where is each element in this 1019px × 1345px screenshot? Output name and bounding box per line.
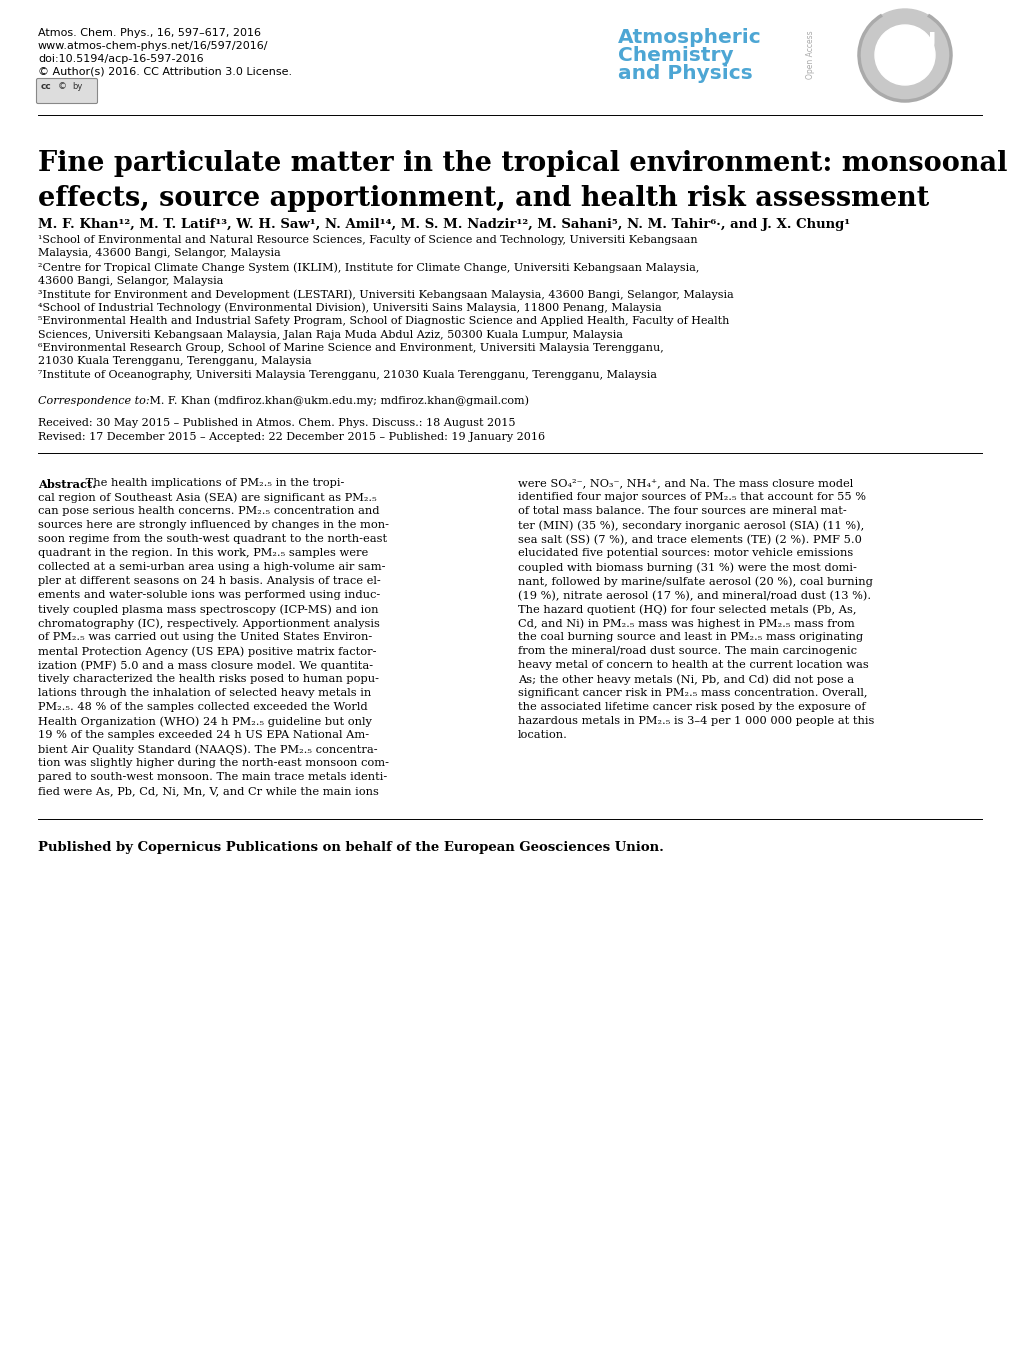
Text: location.: location. <box>518 730 568 741</box>
Text: Atmospheric: Atmospheric <box>618 28 761 47</box>
Text: ter (MIN) (35 %), secondary inorganic aerosol (SIA) (11 %),: ter (MIN) (35 %), secondary inorganic ae… <box>518 521 863 531</box>
Text: soon regime from the south-west quadrant to the north-east: soon regime from the south-west quadrant… <box>38 534 387 545</box>
Text: effects, source apportionment, and health risk assessment: effects, source apportionment, and healt… <box>38 186 928 213</box>
Text: hazardous metals in PM₂.₅ is 3–4 per 1 000 000 people at this: hazardous metals in PM₂.₅ is 3–4 per 1 0… <box>518 717 873 726</box>
Text: ⁵Environmental Health and Industrial Safety Program, School of Diagnostic Scienc: ⁵Environmental Health and Industrial Saf… <box>38 316 729 325</box>
Text: cal region of Southeast Asia (SEA) are significant as PM₂.₅: cal region of Southeast Asia (SEA) are s… <box>38 492 376 503</box>
Text: (19 %), nitrate aerosol (17 %), and mineral/road dust (13 %).: (19 %), nitrate aerosol (17 %), and mine… <box>518 590 870 601</box>
Text: Malaysia, 43600 Bangi, Selangor, Malaysia: Malaysia, 43600 Bangi, Selangor, Malaysi… <box>38 249 280 258</box>
Text: elucidated five potential sources: motor vehicle emissions: elucidated five potential sources: motor… <box>518 549 853 558</box>
Text: Chemistry: Chemistry <box>618 46 733 65</box>
Text: nant, followed by marine/sulfate aerosol (20 %), coal burning: nant, followed by marine/sulfate aerosol… <box>518 577 872 586</box>
Text: ization (PMF) 5.0 and a mass closure model. We quantita-: ization (PMF) 5.0 and a mass closure mod… <box>38 660 373 671</box>
Text: sea salt (SS) (7 %), and trace elements (TE) (2 %). PMF 5.0: sea salt (SS) (7 %), and trace elements … <box>518 534 861 545</box>
Text: Revised: 17 December 2015 – Accepted: 22 December 2015 – Published: 19 January 2: Revised: 17 December 2015 – Accepted: 22… <box>38 432 544 441</box>
Text: lations through the inhalation of selected heavy metals in: lations through the inhalation of select… <box>38 689 371 698</box>
Text: M. F. Khan (mdfiroz.khan@ukm.edu.my; mdfiroz.khan@gmail.com): M. F. Khan (mdfiroz.khan@ukm.edu.my; mdf… <box>146 395 529 406</box>
Text: Health Organization (WHO) 24 h PM₂.₅ guideline but only: Health Organization (WHO) 24 h PM₂.₅ gui… <box>38 717 372 728</box>
Text: The health implications of PM₂.₅ in the tropi-: The health implications of PM₂.₅ in the … <box>82 479 344 488</box>
Text: chromatography (IC), respectively. Apportionment analysis: chromatography (IC), respectively. Appor… <box>38 619 379 629</box>
Text: significant cancer risk in PM₂.₅ mass concentration. Overall,: significant cancer risk in PM₂.₅ mass co… <box>518 689 866 698</box>
Text: M. F. Khan¹², M. T. Latif¹³, W. H. Saw¹, N. Amil¹⁴, M. S. M. Nadzir¹², M. Sahani: M. F. Khan¹², M. T. Latif¹³, W. H. Saw¹,… <box>38 218 849 231</box>
Text: doi:10.5194/acp-16-597-2016: doi:10.5194/acp-16-597-2016 <box>38 54 204 65</box>
Text: ²Centre for Tropical Climate Change System (IKLIM), Institute for Climate Change: ²Centre for Tropical Climate Change Syst… <box>38 262 699 273</box>
Text: by: by <box>72 82 83 91</box>
Text: Published by Copernicus Publications on behalf of the European Geosciences Union: Published by Copernicus Publications on … <box>38 841 663 854</box>
Text: ©: © <box>58 82 67 91</box>
Text: EGU: EGU <box>882 31 936 55</box>
Text: identified four major sources of PM₂.₅ that account for 55 %: identified four major sources of PM₂.₅ t… <box>518 492 865 503</box>
Text: the associated lifetime cancer risk posed by the exposure of: the associated lifetime cancer risk pose… <box>518 702 865 713</box>
Text: 21030 Kuala Terengganu, Terengganu, Malaysia: 21030 Kuala Terengganu, Terengganu, Mala… <box>38 356 312 366</box>
Text: tion was slightly higher during the north-east monsoon com-: tion was slightly higher during the nort… <box>38 759 388 768</box>
FancyBboxPatch shape <box>37 78 98 104</box>
Text: tively coupled plasma mass spectroscopy (ICP-MS) and ion: tively coupled plasma mass spectroscopy … <box>38 604 378 615</box>
Text: the coal burning source and least in PM₂.₅ mass originating: the coal burning source and least in PM₂… <box>518 632 862 643</box>
Text: Fine particulate matter in the tropical environment: monsoonal: Fine particulate matter in the tropical … <box>38 151 1007 178</box>
Text: Open Access: Open Access <box>805 30 814 78</box>
Text: and Physics: and Physics <box>618 65 752 83</box>
Text: ⁷Institute of Oceanography, Universiti Malaysia Terengganu, 21030 Kuala Terengga: ⁷Institute of Oceanography, Universiti M… <box>38 370 656 381</box>
Text: Correspondence to:: Correspondence to: <box>38 395 150 405</box>
Text: ⁶Environmental Research Group, School of Marine Science and Environment, Univers: ⁶Environmental Research Group, School of… <box>38 343 663 352</box>
Text: Atmos. Chem. Phys., 16, 597–617, 2016: Atmos. Chem. Phys., 16, 597–617, 2016 <box>38 28 261 38</box>
Text: ¹School of Environmental and Natural Resource Sciences, Faculty of Science and T: ¹School of Environmental and Natural Res… <box>38 235 697 245</box>
Text: Sciences, Universiti Kebangsaan Malaysia, Jalan Raja Muda Abdul Aziz, 50300 Kual: Sciences, Universiti Kebangsaan Malaysia… <box>38 330 623 339</box>
Text: ements and water-soluble ions was performed using induc-: ements and water-soluble ions was perfor… <box>38 590 380 600</box>
Text: © Author(s) 2016. CC Attribution 3.0 License.: © Author(s) 2016. CC Attribution 3.0 Lic… <box>38 67 291 77</box>
Text: fied were As, Pb, Cd, Ni, Mn, V, and Cr while the main ions: fied were As, Pb, Cd, Ni, Mn, V, and Cr … <box>38 787 378 796</box>
Text: from the mineral/road dust source. The main carcinogenic: from the mineral/road dust source. The m… <box>518 647 856 656</box>
Text: were SO₄²⁻, NO₃⁻, NH₄⁺, and Na. The mass closure model: were SO₄²⁻, NO₃⁻, NH₄⁺, and Na. The mass… <box>518 479 853 488</box>
Text: of total mass balance. The four sources are mineral mat-: of total mass balance. The four sources … <box>518 507 846 516</box>
Text: pler at different seasons on 24 h basis. Analysis of trace el-: pler at different seasons on 24 h basis.… <box>38 577 380 586</box>
Text: ³Institute for Environment and Development (LESTARI), Universiti Kebangsaan Mala: ³Institute for Environment and Developme… <box>38 289 733 300</box>
Text: can pose serious health concerns. PM₂.₅ concentration and: can pose serious health concerns. PM₂.₅ … <box>38 507 379 516</box>
Text: coupled with biomass burning (31 %) were the most domi-: coupled with biomass burning (31 %) were… <box>518 562 856 573</box>
Text: quadrant in the region. In this work, PM₂.₅ samples were: quadrant in the region. In this work, PM… <box>38 549 368 558</box>
Circle shape <box>874 26 934 85</box>
Text: tively characterized the health risks posed to human popu-: tively characterized the health risks po… <box>38 674 379 685</box>
Text: Cd, and Ni) in PM₂.₅ mass was highest in PM₂.₅ mass from: Cd, and Ni) in PM₂.₅ mass was highest in… <box>518 619 854 629</box>
Text: The hazard quotient (HQ) for four selected metals (Pb, As,: The hazard quotient (HQ) for four select… <box>518 604 856 615</box>
Text: collected at a semi-urban area using a high-volume air sam-: collected at a semi-urban area using a h… <box>38 562 385 573</box>
Text: cc: cc <box>41 82 52 91</box>
Text: 19 % of the samples exceeded 24 h US EPA National Am-: 19 % of the samples exceeded 24 h US EPA… <box>38 730 369 741</box>
Text: Abstract.: Abstract. <box>38 479 96 490</box>
Text: www.atmos-chem-phys.net/16/597/2016/: www.atmos-chem-phys.net/16/597/2016/ <box>38 40 268 51</box>
Text: mental Protection Agency (US EPA) positive matrix factor-: mental Protection Agency (US EPA) positi… <box>38 647 376 658</box>
Text: 43600 Bangi, Selangor, Malaysia: 43600 Bangi, Selangor, Malaysia <box>38 276 223 285</box>
Text: of PM₂.₅ was carried out using the United States Environ-: of PM₂.₅ was carried out using the Unite… <box>38 632 372 643</box>
Text: heavy metal of concern to health at the current location was: heavy metal of concern to health at the … <box>518 660 868 671</box>
Circle shape <box>858 9 950 101</box>
Text: ⁴School of Industrial Technology (Environmental Division), Universiti Sains Mala: ⁴School of Industrial Technology (Enviro… <box>38 303 661 313</box>
Text: sources here are strongly influenced by changes in the mon-: sources here are strongly influenced by … <box>38 521 388 530</box>
Text: As; the other heavy metals (Ni, Pb, and Cd) did not pose a: As; the other heavy metals (Ni, Pb, and … <box>518 674 853 685</box>
Text: bient Air Quality Standard (NAAQS). The PM₂.₅ concentra-: bient Air Quality Standard (NAAQS). The … <box>38 745 377 755</box>
Text: PM₂.₅. 48 % of the samples collected exceeded the World: PM₂.₅. 48 % of the samples collected exc… <box>38 702 367 713</box>
Text: EGU: EGU <box>876 43 931 67</box>
Text: Received: 30 May 2015 – Published in Atmos. Chem. Phys. Discuss.: 18 August 2015: Received: 30 May 2015 – Published in Atm… <box>38 417 515 428</box>
Text: pared to south-west monsoon. The main trace metals identi-: pared to south-west monsoon. The main tr… <box>38 772 387 783</box>
